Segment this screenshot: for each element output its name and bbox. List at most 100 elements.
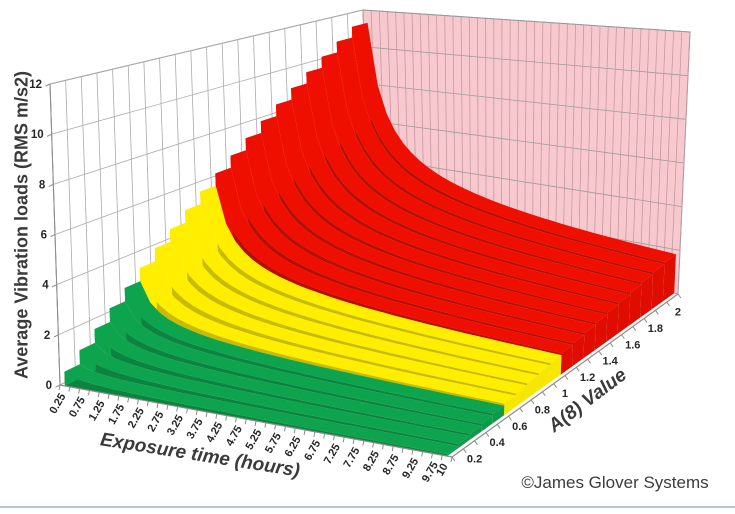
x-axis-tick [264, 422, 267, 428]
ribbon-a8-0.6-end [503, 395, 516, 416]
ribbon-a8-0.1-end [447, 446, 459, 457]
depth-axis-tick [654, 310, 659, 315]
x-axis-tick [342, 437, 345, 443]
x-axis-tick [411, 449, 414, 455]
grid-line-back-wall [623, 28, 634, 283]
x-tick-label: 3.75 [185, 417, 206, 442]
y-axis-tick [55, 384, 61, 388]
ribbon-a8-0.3-top [94, 322, 482, 434]
ribbon-a8-0.8-top [170, 222, 539, 384]
depth-axis-tick [598, 350, 603, 356]
x-axis-tick [78, 388, 81, 394]
ribbon-a8-1-top [200, 185, 562, 364]
y-tick-label: 8 [39, 179, 46, 191]
ribbon-a8-1.1-end [560, 345, 573, 375]
x-tick-label: 2.25 [126, 406, 147, 431]
ribbon-a8-1.6-end [617, 294, 631, 334]
x-axis-tick [352, 438, 355, 444]
x-axis-line [59, 384, 453, 458]
depth-tick-label: 1.4 [603, 356, 619, 368]
x-axis-tick [372, 442, 375, 448]
copyright-note: ©James Glover Systems [521, 473, 709, 492]
ribbon-a8-1.9-end [651, 264, 665, 310]
x-axis-tick [391, 446, 394, 452]
depth-axis-tick [643, 318, 648, 323]
bottom-border-line [0, 506, 735, 508]
ribbon-a8-0.7-top [154, 241, 528, 394]
ribbon-a8-1.4-top [260, 116, 608, 323]
ribbon-a8-2-top [351, 22, 676, 263]
depth-axis-tick [485, 432, 490, 437]
ribbon-a8-0.5-end [492, 405, 505, 424]
ribbon-a8-0.8-end [526, 375, 539, 400]
x-axis-tick [382, 444, 384, 450]
grid-line-back-wall [677, 31, 691, 295]
depth-tick-label: 0.8 [535, 405, 550, 417]
ribbon-a8-1.6-top [291, 83, 631, 303]
y-tick-label: 6 [41, 230, 47, 242]
grid-line-y-side [49, 9, 364, 85]
grid-line-back-wall [669, 31, 683, 293]
x-tick-label: 3.25 [165, 413, 186, 438]
grid-line-back-wall [654, 30, 666, 290]
ribbon-a8-0.9-end [537, 365, 551, 391]
x-axis-tick [431, 453, 433, 459]
x-axis-tick [117, 395, 120, 401]
depth-axis-tick [508, 415, 512, 421]
x-axis-tick [137, 399, 139, 405]
x-axis-tick [195, 410, 198, 416]
ribbon-a8-0.2-front [79, 350, 459, 448]
ribbon-a8-1.5-end [606, 304, 619, 343]
ribbon-a8-0.2-end [458, 435, 470, 448]
depth-tick-label: 1.2 [580, 372, 595, 384]
ribbon-a8-0.1-left [64, 364, 81, 386]
y-tick-label: 10 [31, 129, 44, 141]
ribbon-a8-1.9-top [336, 37, 665, 273]
x-axis-tick [440, 455, 443, 461]
x-tick-label: 6.25 [283, 435, 304, 460]
y-axis-tick [51, 284, 57, 288]
y-axis-tick [48, 183, 54, 187]
ribbon-a8-0.2-top [79, 342, 470, 444]
x-axis-tick [421, 451, 424, 457]
depth-axis-tick [587, 358, 591, 364]
x-axis-tick [186, 408, 188, 414]
grid-line-back-wall [639, 29, 650, 287]
x-axis-tick [293, 428, 296, 434]
ribbon-a8-0.4-end [481, 415, 493, 432]
ribbon-a8-1.3-end [583, 324, 596, 359]
depth-axis-tick [666, 301, 671, 307]
x-axis-tick [323, 433, 326, 439]
x-tick-label: 8.75 [381, 453, 402, 478]
x-axis-tick [97, 392, 100, 398]
ribbon-a8-1.7-top [306, 67, 642, 293]
depth-tick-label: 0.4 [490, 437, 506, 449]
depth-tick-label: 1 [562, 388, 568, 400]
x-axis-tick [235, 417, 237, 423]
x-axis-tick [215, 413, 218, 419]
ribbon-a8-2-end [662, 254, 676, 302]
x-axis-tick [127, 397, 130, 403]
y-axis-tick [45, 83, 51, 87]
x-axis-tick [88, 390, 90, 396]
x-tick-label: 7.25 [322, 442, 343, 467]
depth-axis-tick [575, 367, 580, 372]
x-axis-tick [401, 447, 404, 453]
x-axis-tick [156, 402, 159, 408]
depth-axis-tick [609, 342, 614, 348]
x-tick-label: 10 [434, 462, 451, 479]
ribbon-a8-1.8-top [321, 52, 653, 283]
x-tick-label: 0.25 [47, 391, 68, 416]
ribbon-a8-1.5-top [276, 99, 619, 313]
x-tick-label: 9.25 [400, 456, 421, 481]
x-tick-label: 5.25 [243, 427, 264, 452]
ribbon-a8-0.1-front [64, 371, 448, 457]
x-axis-tick [244, 419, 247, 425]
ribbon-a8-0.5-top [124, 281, 505, 414]
y-tick-label: 0 [46, 380, 52, 392]
depth-axis-tick [621, 334, 625, 340]
depth-axis-tick [519, 407, 524, 413]
depth-axis-tick [541, 391, 546, 397]
grid-line-y-side [51, 46, 365, 135]
